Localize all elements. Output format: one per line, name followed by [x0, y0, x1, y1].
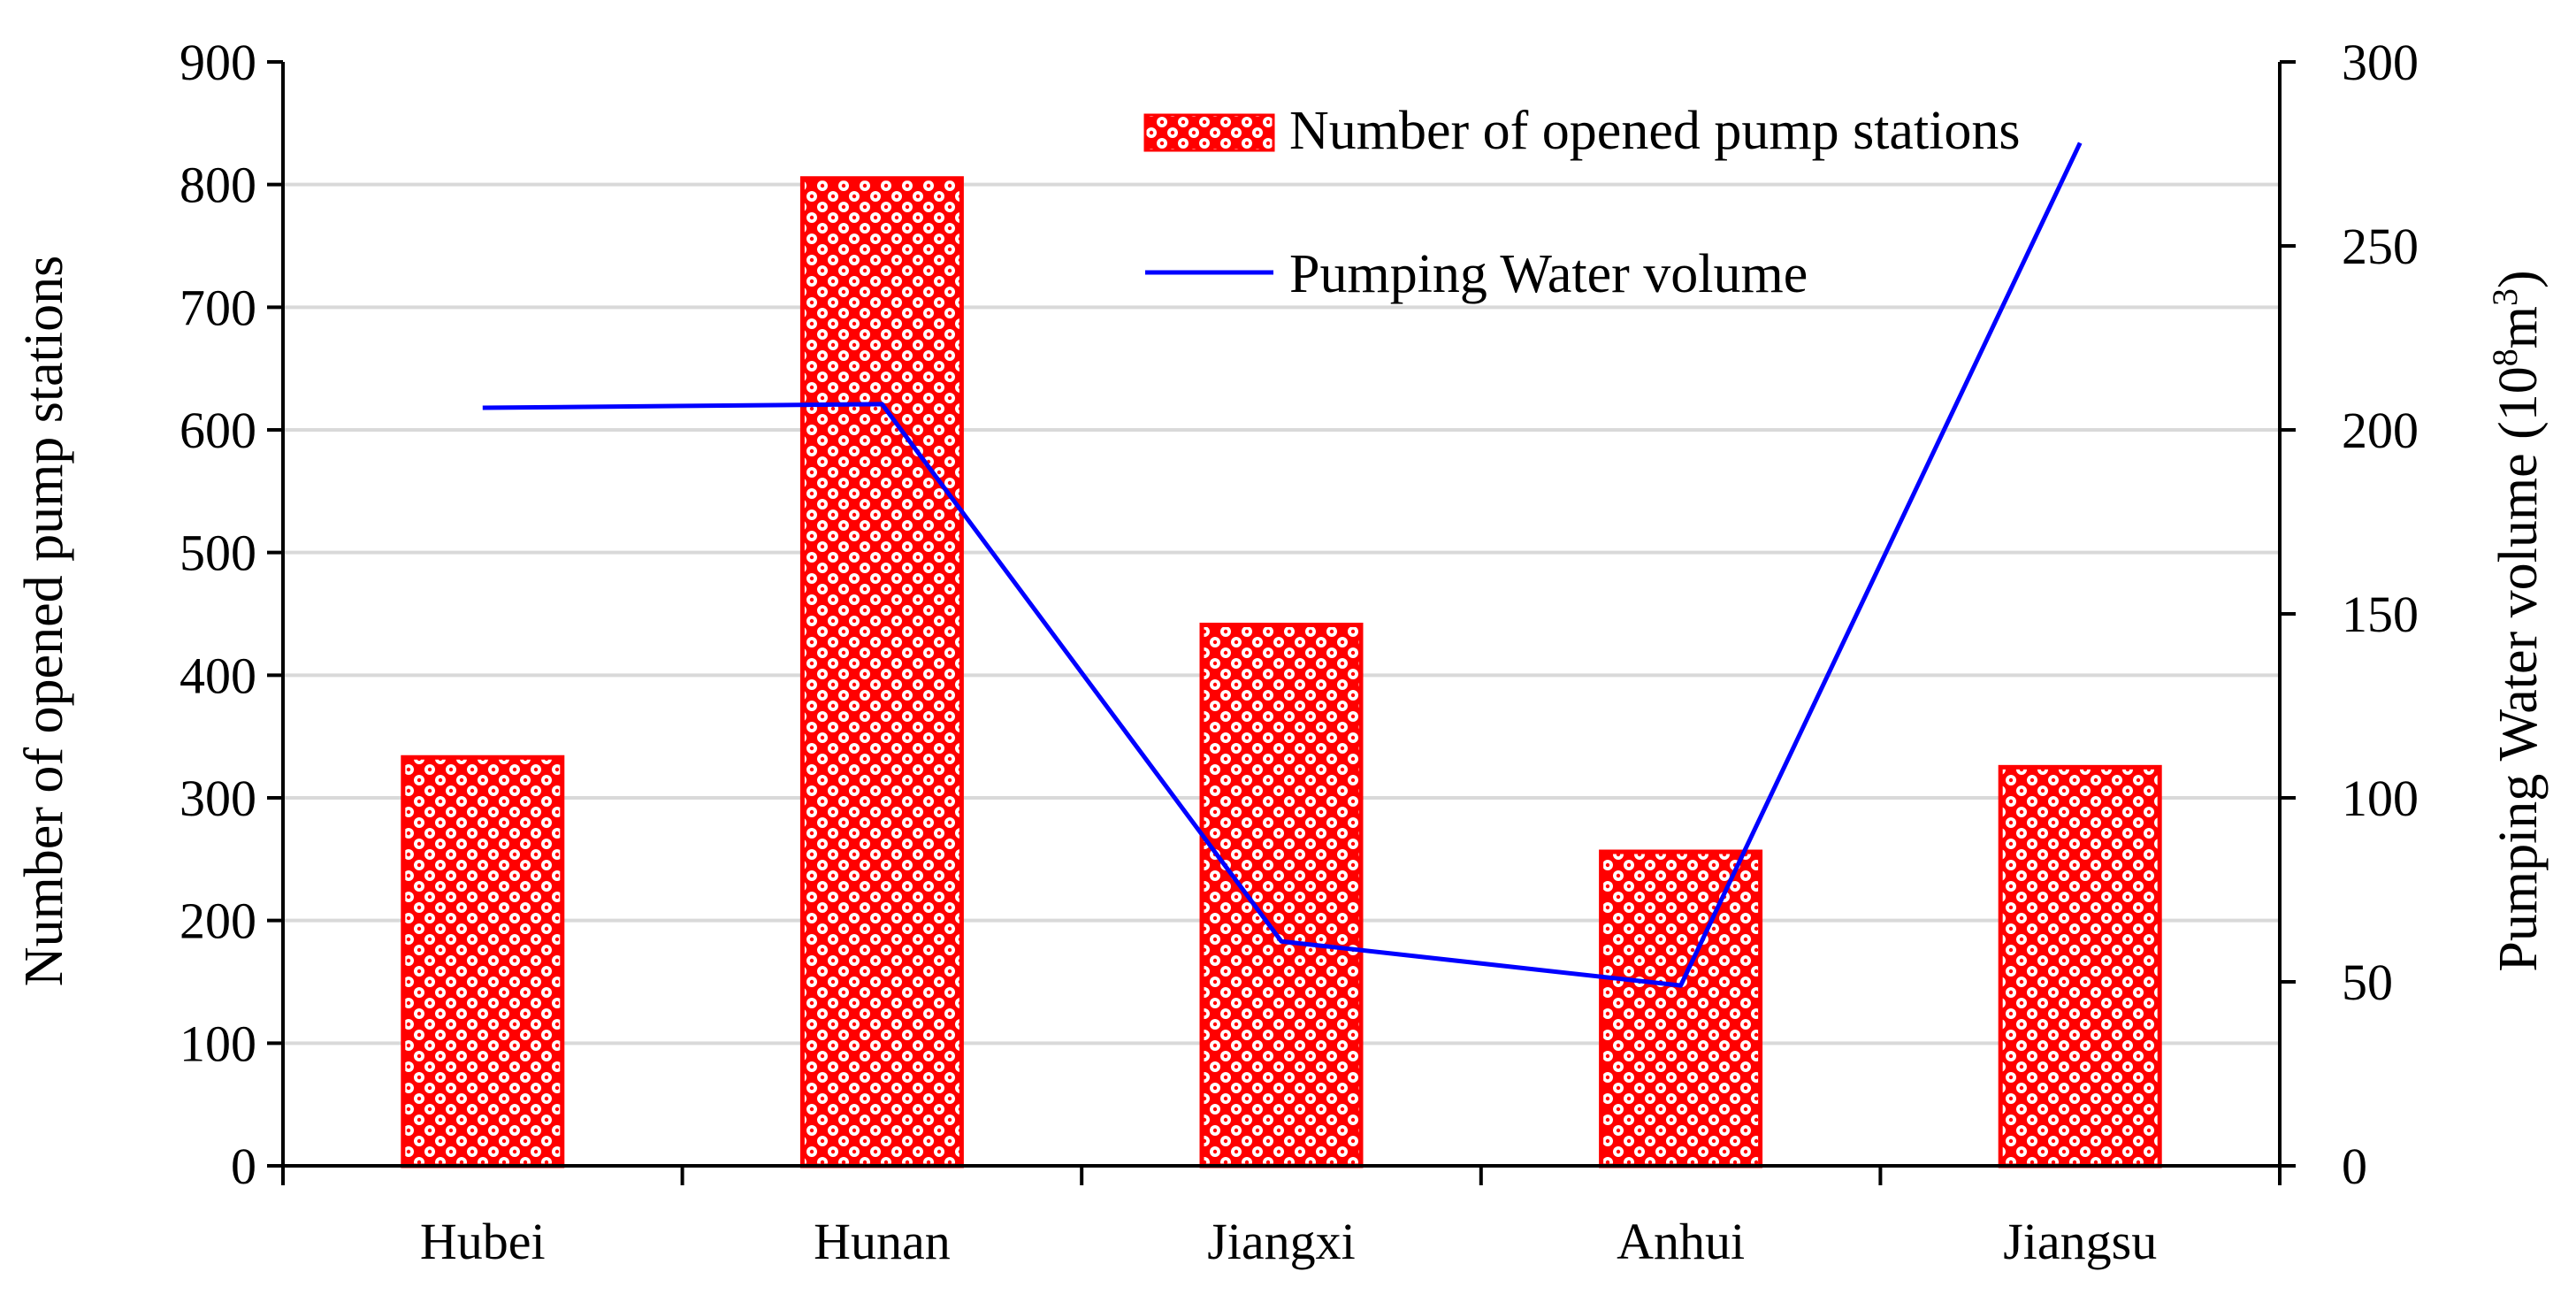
y-axis-right-title: Pumping Water volume (108m3) [2485, 270, 2549, 971]
y-axis-right-title-sup2: 3 [2485, 288, 2525, 306]
y-right-tick-label: 50 [2342, 954, 2393, 1011]
legend-label-bar: Number of opened pump stations [1289, 101, 2021, 161]
y-left-tick-label: 0 [231, 1138, 256, 1195]
y-right-tick-label: 200 [2342, 402, 2419, 459]
x-tick-label-hubei: Hubei [420, 1213, 546, 1270]
y-left-tick-label: 200 [180, 892, 256, 950]
y-right-tick-label: 0 [2342, 1138, 2367, 1195]
x-tick-label-jiangxi: Jiangxi [1207, 1213, 1356, 1270]
bar-jiangsu [2000, 767, 2159, 1166]
y-left-tick-label: 300 [180, 770, 256, 827]
y-left-tick-label: 100 [180, 1015, 256, 1072]
y-left-tick-label: 700 [180, 279, 256, 336]
y-left-tick-label: 800 [180, 157, 256, 214]
y-axis-right-title-sup1: 8 [2485, 349, 2525, 366]
legend-label-line: Pumping Water volume [1289, 244, 1808, 304]
bar-series [403, 179, 2159, 1166]
bar-hubei [403, 757, 562, 1166]
bar-anhui [1601, 852, 1761, 1166]
x-tick-label-anhui: Anhui [1617, 1213, 1745, 1270]
y-right-tick-label: 100 [2342, 770, 2419, 827]
y-left-tick-label: 400 [180, 647, 256, 704]
legend: Number of opened pump stations Pumping W… [1145, 101, 2021, 304]
y-axis-left-title: Number of opened pump stations [14, 256, 74, 987]
bar-jiangxi [1202, 624, 1361, 1166]
x-tick-label-jiangsu: Jiangsu [2003, 1213, 2157, 1270]
x-tick-label-hunan: Hunan [814, 1213, 951, 1270]
y-left-tick-label: 900 [180, 34, 256, 91]
y-left-tick-label: 500 [180, 525, 256, 582]
y-axis-right-title-mid: m [2488, 306, 2549, 349]
y-left-tick-label: 600 [180, 402, 256, 459]
bar-hunan [802, 179, 961, 1166]
y-right-tick-label: 300 [2342, 34, 2419, 91]
legend-swatch-bar [1145, 115, 1273, 150]
y-right-tick-label: 150 [2342, 586, 2419, 643]
y-axis-right-title-end: ) [2488, 270, 2549, 288]
y-right-tick-label: 250 [2342, 218, 2419, 275]
y-axis-right-title-main: Pumping Water volume (10 [2488, 366, 2549, 971]
